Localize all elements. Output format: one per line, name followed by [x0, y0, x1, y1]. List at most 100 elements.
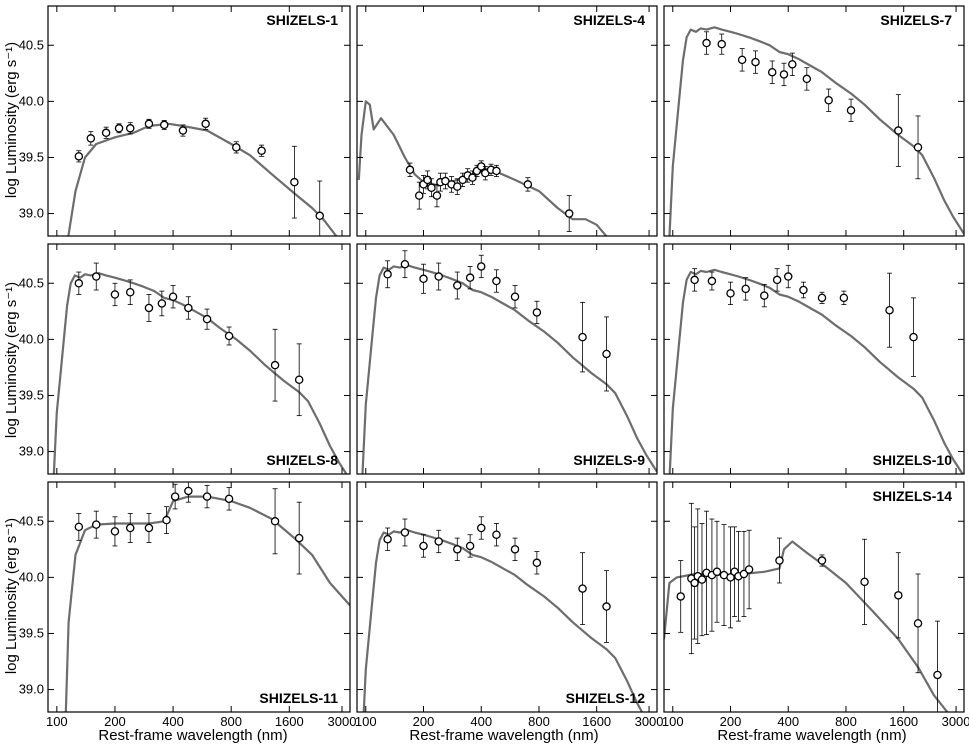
x-tick-label: 100 — [46, 714, 68, 729]
panel-title: SHIZELS-12 — [566, 690, 646, 706]
data-point — [74, 279, 84, 288]
data-point — [532, 308, 542, 317]
data-point — [315, 211, 324, 221]
data-point — [110, 527, 120, 536]
data-point — [202, 314, 212, 324]
data-point — [232, 143, 241, 152]
y-tick-label: 39.5 — [19, 387, 44, 402]
data-point — [144, 119, 154, 129]
x-tick-label: 100 — [355, 714, 377, 729]
x-tick-label: 400 — [470, 714, 492, 729]
data-point — [294, 375, 304, 385]
data-point — [510, 545, 520, 554]
panels-group: 39.0 39.5 40.0 40.5 SHIZELS-1 SHIZELS-4 SHIZEL… — [19, 5, 969, 729]
data-point — [257, 146, 266, 155]
data-point — [383, 534, 392, 544]
data-point — [767, 67, 777, 77]
data-point — [775, 556, 784, 565]
data-point — [690, 578, 699, 588]
data-point — [492, 530, 501, 539]
data-point — [726, 289, 735, 298]
data-point — [741, 284, 750, 294]
data-point — [114, 124, 124, 133]
sed-model-line — [361, 264, 657, 474]
x-axis-label: Rest-frame wavelength (nm) — [98, 727, 287, 744]
data-point — [144, 523, 154, 533]
sed-model-line — [64, 495, 350, 712]
sed-model-line — [357, 100, 608, 236]
data-point — [224, 331, 234, 341]
sed-model-line — [668, 268, 964, 474]
panel-frame — [356, 5, 658, 237]
chart-panel: 39.0 39.5 40.0 40.5 SHIZELS-8 — [19, 243, 351, 475]
data-point — [91, 272, 101, 281]
y-tick-label: 40.0 — [19, 331, 44, 346]
chart-panel: 100 200 400 800 1600 3000 SHIZELS-14 — [662, 481, 969, 729]
data-point — [405, 165, 415, 175]
data-point — [224, 494, 234, 504]
data-point — [465, 273, 475, 282]
data-point — [707, 276, 717, 286]
sed-model-line — [67, 122, 338, 236]
data-point — [894, 591, 903, 600]
data-point — [602, 602, 611, 611]
x-tick-label: 800 — [835, 714, 857, 729]
chart-panel: 100 200 400 800 1600 3000 SHIZELS-12 — [355, 481, 664, 729]
chart-panel: 39.0 39.5 40.0 40.5 SHIZELS-1 — [19, 5, 351, 237]
data-point — [125, 124, 135, 133]
x-tick-label: 3000 — [635, 714, 664, 729]
y-tick-label: 40.5 — [19, 513, 44, 528]
data-point — [202, 492, 212, 501]
data-point — [86, 134, 96, 143]
data-point — [110, 290, 120, 299]
data-point — [602, 349, 611, 359]
data-point — [492, 166, 501, 176]
data-point — [783, 272, 793, 281]
data-point — [170, 492, 180, 501]
x-tick-label: 100 — [662, 714, 684, 729]
data-point — [726, 573, 735, 582]
panel-title: SHIZELS-10 — [873, 452, 953, 468]
panel-frame — [663, 5, 965, 237]
data-point — [157, 299, 167, 308]
data-point — [860, 577, 869, 587]
data-point — [144, 303, 154, 313]
x-tick-label: 400 — [777, 714, 799, 729]
panel-frame — [356, 481, 658, 713]
data-point — [423, 175, 432, 185]
data-point — [270, 360, 280, 370]
data-point — [476, 262, 486, 271]
panel-frame — [663, 481, 965, 713]
chart-panel: 39.0 39.5 40.0 40.5 100 200 400 800 1600 3000 SHIZ… — [19, 481, 357, 729]
x-tick-label: 3000 — [942, 714, 969, 729]
data-point — [201, 119, 210, 129]
data-point — [760, 291, 769, 300]
x-tick-label: 1600 — [275, 714, 304, 729]
data-point — [74, 522, 84, 532]
data-point — [510, 292, 520, 301]
data-point — [564, 209, 574, 218]
data-point — [74, 152, 84, 161]
data-point — [432, 191, 442, 200]
panel-frame — [663, 243, 965, 475]
data-point — [434, 537, 443, 546]
data-point — [712, 567, 722, 577]
data-point — [523, 180, 533, 189]
panel-frame — [356, 243, 658, 475]
data-point — [885, 305, 894, 315]
y-tick-label: 39.5 — [19, 625, 44, 640]
data-point — [717, 39, 726, 49]
y-axis-label: log Luminosity (erg s⁻¹) — [3, 42, 20, 198]
data-point — [91, 520, 101, 529]
data-point — [492, 276, 501, 286]
x-tick-label: 800 — [528, 714, 550, 729]
x-tick-label: 3000 — [328, 714, 357, 729]
data-point — [178, 126, 188, 135]
data-point — [101, 128, 111, 138]
data-point — [933, 670, 942, 680]
data-point — [578, 584, 587, 593]
data-point — [400, 259, 410, 269]
data-point — [427, 183, 436, 193]
panel-title: SHIZELS-9 — [573, 452, 645, 468]
